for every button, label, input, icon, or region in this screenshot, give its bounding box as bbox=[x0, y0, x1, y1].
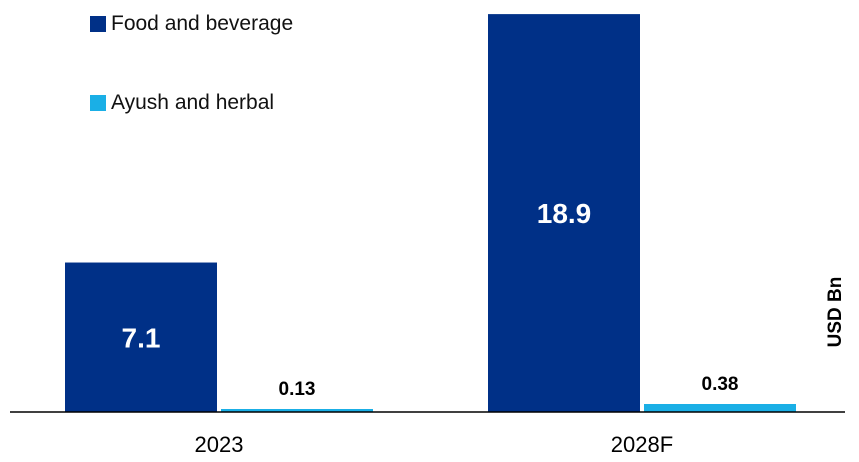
data-label: 0.38 bbox=[702, 374, 739, 395]
bar-ayush-and-herbal-2023 bbox=[221, 409, 373, 412]
data-label: 7.1 bbox=[122, 322, 161, 353]
data-label: 0.13 bbox=[279, 379, 316, 400]
x-tick-label: 2023 bbox=[195, 432, 244, 457]
legend-item-ayush-and-herbal: Ayush and herbal bbox=[90, 91, 274, 115]
legend-label: Food and beverage bbox=[111, 12, 294, 35]
unit-label: USD Bn bbox=[825, 276, 846, 348]
legend-item-food-and-beverage: Food and beverage bbox=[90, 12, 293, 36]
labels-layer: 7.1 0.13 2023 18.9 0.38 2028F bbox=[122, 198, 739, 457]
bar-ayush-and-herbal-2028f bbox=[644, 404, 796, 412]
legend-label: Ayush and herbal bbox=[111, 91, 275, 114]
bars-layer bbox=[65, 14, 796, 413]
bar-food-and-beverage-2023 bbox=[65, 262, 217, 412]
data-label: 18.9 bbox=[537, 198, 592, 229]
legend-swatch bbox=[90, 95, 106, 111]
bar-food-and-beverage-2028f bbox=[488, 14, 640, 413]
x-tick-label: 2028F bbox=[611, 432, 673, 457]
legend-swatch bbox=[90, 16, 106, 32]
